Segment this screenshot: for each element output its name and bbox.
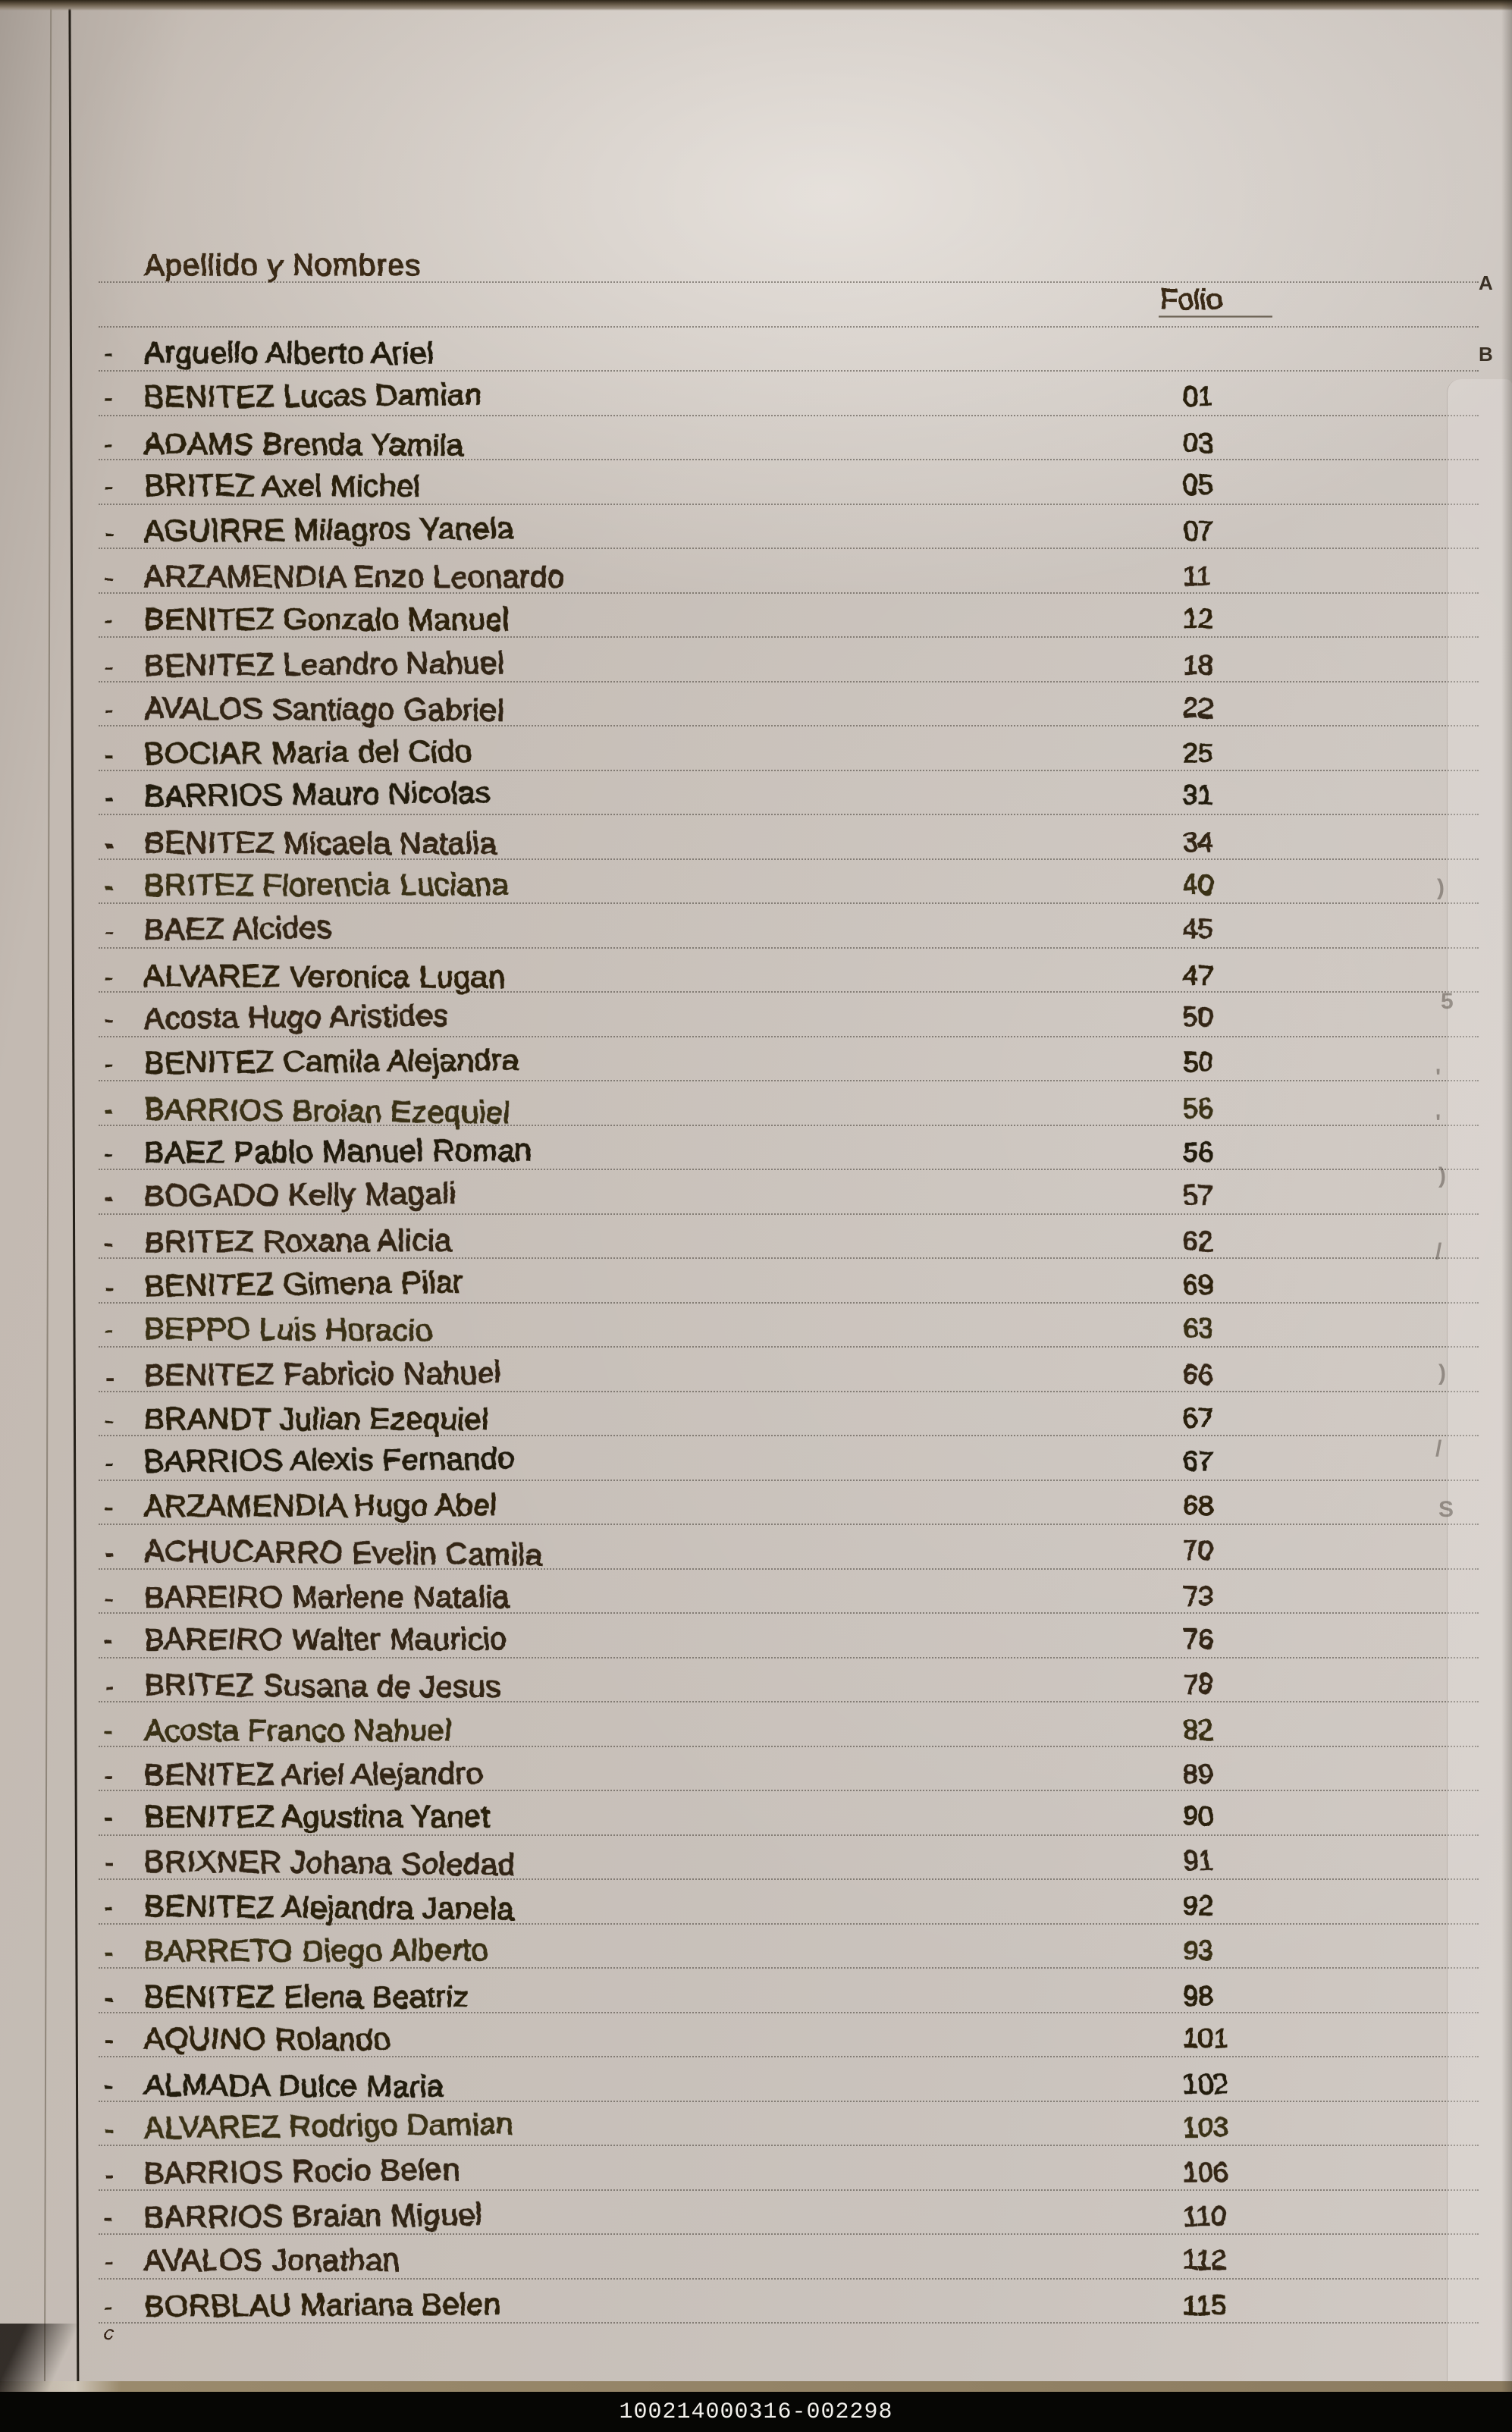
svg-text:/: /	[1435, 1239, 1442, 1264]
svg-text:BARRIOS Braian Miguel: BARRIOS Braian Miguel	[144, 2198, 483, 2234]
svg-text:/: /	[1435, 1436, 1442, 1461]
svg-text:5: 5	[1441, 989, 1454, 1014]
svg-text:-: -	[105, 2294, 113, 2323]
svg-text:BARRIOS Rocio Belen: BARRIOS Rocio Belen	[144, 2153, 460, 2191]
svg-text:-: -	[105, 2204, 113, 2233]
svg-text:': '	[1435, 1110, 1441, 1135]
svg-text:106: 106	[1183, 2157, 1228, 2188]
svg-text:-: -	[105, 2161, 113, 2189]
svg-text:115: 115	[1183, 2289, 1227, 2321]
svg-text:': '	[1435, 1065, 1441, 1090]
svg-text:): )	[1438, 1360, 1446, 1385]
svg-text:112: 112	[1183, 2244, 1226, 2275]
svg-text:S: S	[1438, 1497, 1454, 1522]
svg-text:): )	[1438, 1163, 1446, 1188]
svg-text:-: -	[105, 2248, 113, 2277]
svg-text:AVALOS Jonathan: AVALOS Jonathan	[144, 2244, 400, 2277]
svg-text:): )	[1437, 875, 1445, 900]
svg-text:110: 110	[1183, 2201, 1227, 2232]
svg-text:BORBLAU Mariana Belen: BORBLAU Mariana Belen	[144, 2288, 501, 2324]
